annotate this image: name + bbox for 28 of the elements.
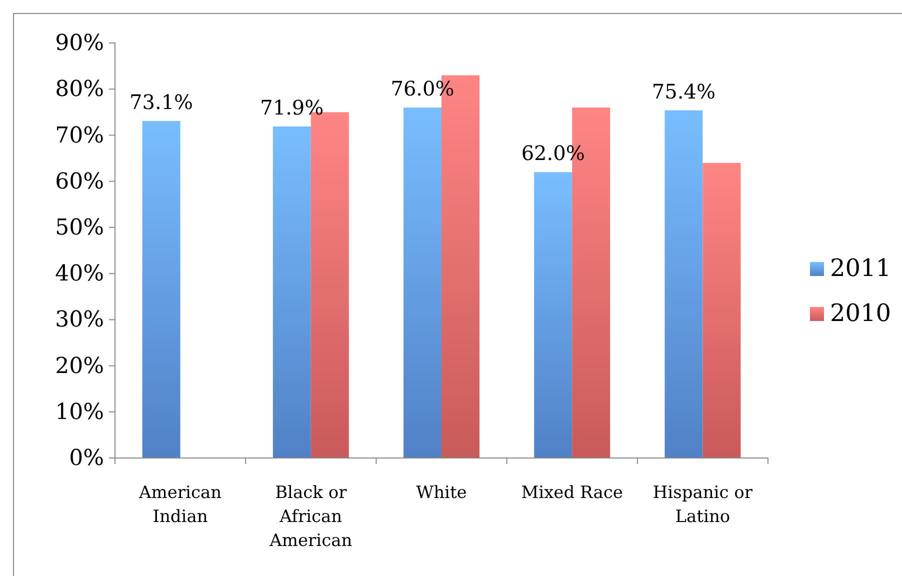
x-tick-label: White	[416, 483, 467, 503]
y-tick-label: 80%	[55, 77, 104, 102]
x-tick-label: American Indian	[138, 483, 222, 527]
y-tick-label: 10%	[55, 400, 104, 425]
x-tick-label: Black or African American	[268, 483, 352, 551]
legend-label: 2011	[830, 254, 892, 282]
y-tick-label: 50%	[55, 215, 104, 240]
bar	[142, 120, 180, 458]
x-tick-label: Mixed Race	[521, 483, 623, 503]
bar	[534, 172, 572, 458]
y-tick-label: 0%	[69, 446, 104, 472]
bar	[272, 126, 311, 458]
y-tick-label: 30%	[55, 308, 104, 333]
data-label: 73.1%	[130, 90, 194, 114]
y-tick-label: 90%	[55, 31, 104, 56]
y-tick-label: 20%	[55, 354, 104, 379]
data-label: 75.4%	[652, 79, 716, 104]
x-tick-label: Hispanic or Latino	[652, 483, 754, 527]
legend-label: 2010	[830, 299, 892, 327]
bar	[664, 110, 703, 458]
data-label: 76.0%	[390, 76, 454, 101]
y-tick-label: 70%	[55, 123, 104, 148]
data-label: 71.9%	[260, 95, 324, 120]
bar	[404, 108, 442, 458]
y-tick-label: 60%	[55, 169, 104, 194]
bar	[702, 162, 741, 458]
data-label: 62.0%	[521, 141, 585, 166]
y-tick-label: 40%	[55, 262, 104, 287]
